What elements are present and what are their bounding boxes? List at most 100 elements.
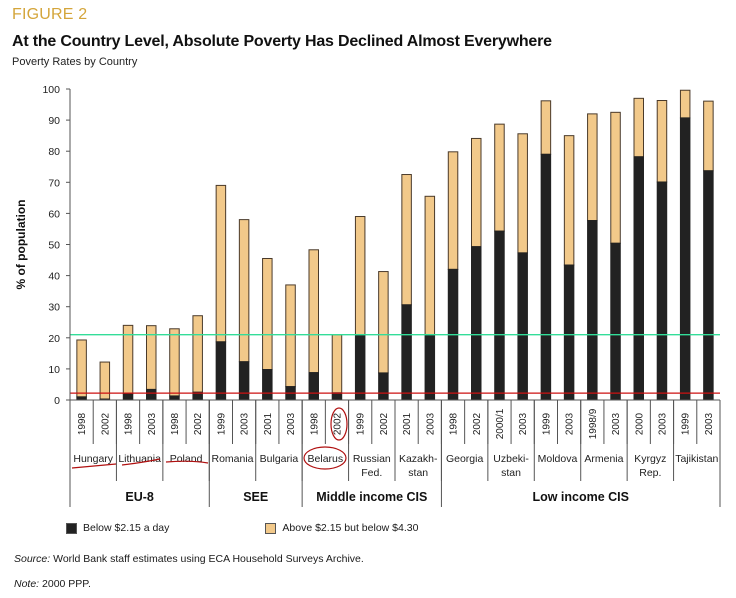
country-label: stan xyxy=(408,467,428,479)
bar-below-segment xyxy=(401,304,412,401)
bar-above-segment xyxy=(633,97,644,158)
x-year-label: 1999 xyxy=(681,412,692,435)
source-label: Source: xyxy=(14,553,51,565)
circle-2002 xyxy=(330,407,348,441)
country-label: Armenia xyxy=(584,453,623,465)
country-label: Romania xyxy=(211,453,253,465)
country-label: Bulgaria xyxy=(260,453,299,465)
x-year-label: 2002 xyxy=(100,412,111,435)
bar-below-segment xyxy=(679,117,691,401)
note-text: 2000 PPP. xyxy=(39,578,91,590)
y-tick-label: 70 xyxy=(48,177,60,189)
bar-below-segment xyxy=(610,242,621,401)
bar-above-segment xyxy=(447,151,459,270)
bar-below-segment xyxy=(633,156,644,401)
note-label: Note: xyxy=(14,578,40,590)
country-label: Belarus xyxy=(308,453,344,465)
country-label: Lithuania xyxy=(118,453,161,465)
x-year-label: 2002 xyxy=(472,412,483,435)
x-year-label: 1999 xyxy=(541,412,552,435)
bar-below-segment xyxy=(169,395,180,401)
y-axis-title: % of population xyxy=(14,200,28,290)
bar-above-segment xyxy=(238,219,250,363)
bar-below-segment xyxy=(354,334,366,401)
country-label: Moldova xyxy=(538,453,578,465)
bar-above-segment xyxy=(192,315,203,393)
underline-lithuania xyxy=(121,458,161,466)
bar-below-segment xyxy=(540,153,552,401)
group-label: SEE xyxy=(243,490,268,504)
bar-above-segment xyxy=(494,123,505,232)
source-note: Source: World Bank staff estimates using… xyxy=(14,553,364,565)
bar-above-segment xyxy=(122,324,134,395)
x-year-label: 2003 xyxy=(518,412,529,435)
x-year-label: 1998/9 xyxy=(588,408,599,439)
x-year-label: 1998 xyxy=(124,412,135,435)
bar-above-segment xyxy=(610,111,621,244)
country-label: Kazakh- xyxy=(399,453,438,465)
country-label: Fed. xyxy=(361,467,382,479)
country-label: Tajikistan xyxy=(675,453,718,465)
group-label: Low income CIS xyxy=(532,490,629,504)
bar-above-segment xyxy=(424,195,436,336)
group-label: EU-8 xyxy=(125,490,154,504)
bar-above-segment xyxy=(471,137,482,248)
bar-above-segment xyxy=(308,249,319,374)
y-tick-label: 30 xyxy=(48,302,60,314)
x-year-label: 2000 xyxy=(634,412,645,435)
bar-above-segment xyxy=(285,284,296,388)
bar-below-segment xyxy=(331,392,343,401)
x-year-label: 2003 xyxy=(286,412,297,435)
bar-above-segment xyxy=(563,135,575,266)
x-year-label: 1998 xyxy=(77,412,88,435)
x-year-label: 2002 xyxy=(332,412,343,435)
x-year-label: 2001 xyxy=(263,412,274,435)
bar-above-segment xyxy=(540,100,552,155)
x-year-label: 1998 xyxy=(309,412,320,435)
bar-below-segment xyxy=(378,372,389,401)
bar-above-segment xyxy=(378,271,389,374)
legend-swatch-above xyxy=(265,522,277,534)
bar-below-segment xyxy=(262,369,273,401)
x-year-label: 2003 xyxy=(147,412,158,435)
x-year-label: 2003 xyxy=(611,412,622,435)
bar-above-segment xyxy=(354,216,366,336)
country-label: Uzbeki- xyxy=(493,453,529,465)
country-label: Kyrgyz xyxy=(634,453,666,465)
chart-title: At the Country Level, Absolute Poverty H… xyxy=(12,33,552,50)
footnote: Note: 2000 PPP. xyxy=(14,578,91,590)
bar-below-segment xyxy=(494,230,505,401)
chart-subtitle: Poverty Rates by Country xyxy=(12,56,138,68)
source-text: World Bank staff estimates using ECA Hou… xyxy=(50,553,364,565)
x-year-label: 2003 xyxy=(240,412,251,435)
bar-below-segment xyxy=(563,264,575,401)
bar-below-segment xyxy=(471,246,482,401)
x-year-label: 2001 xyxy=(402,412,413,435)
x-year-label: 2002 xyxy=(379,412,390,435)
figure-label: FIGURE 2 xyxy=(12,6,88,23)
bar-above-segment xyxy=(76,339,87,398)
legend-label-above: Above $2.15 but below $4.30 xyxy=(282,522,419,534)
legend-item-above: Above $2.15 but below $4.30 xyxy=(265,522,418,534)
underline-hungary xyxy=(71,463,117,469)
bar-above-segment xyxy=(169,328,180,397)
country-label: Russian xyxy=(353,453,391,465)
bar-below-segment xyxy=(238,361,250,401)
underline-poland xyxy=(165,460,209,464)
x-year-label: 1999 xyxy=(356,412,367,435)
country-label: Poland xyxy=(170,453,203,465)
x-year-label: 2003 xyxy=(657,412,668,435)
x-year-label: 2003 xyxy=(425,412,436,435)
x-year-label: 1999 xyxy=(216,412,227,435)
y-tick-label: 40 xyxy=(48,271,60,283)
circle-belarus xyxy=(303,446,347,470)
bar-below-segment xyxy=(146,388,157,401)
y-tick-label: 50 xyxy=(48,240,60,252)
bar-below-segment xyxy=(122,393,134,401)
legend: Below $2.15 a day Above $2.15 but below … xyxy=(66,522,418,534)
y-tick-label: 0 xyxy=(54,395,60,407)
bar-above-segment xyxy=(679,89,691,119)
legend-item-below: Below $2.15 a day xyxy=(66,522,169,534)
x-year-label: 2000/1 xyxy=(495,408,506,439)
